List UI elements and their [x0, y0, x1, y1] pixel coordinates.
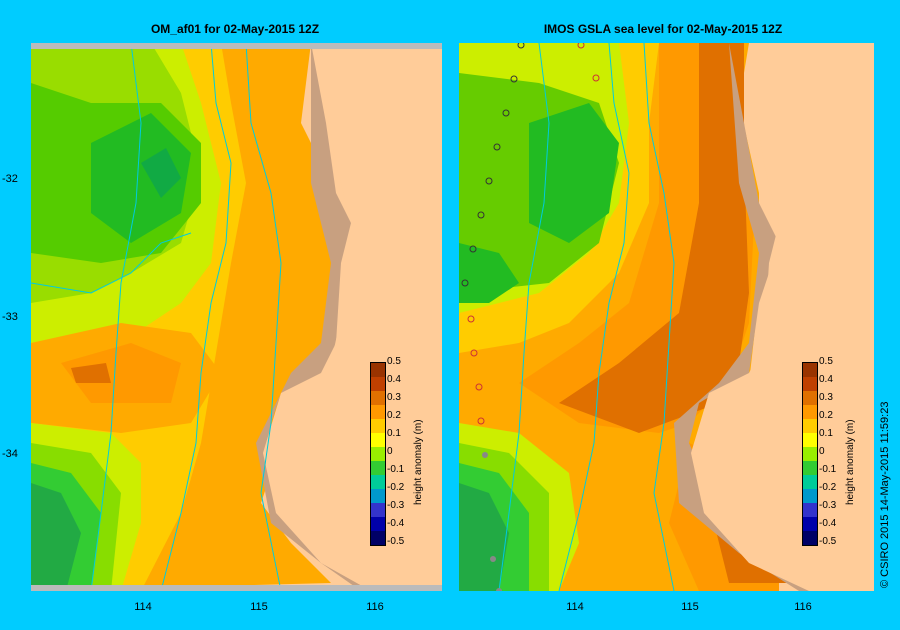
left-ytick-1: -32 [2, 173, 18, 185]
right-cbar-tick: 0.3 [819, 392, 833, 403]
right-cbar-tick: 0.2 [819, 410, 833, 421]
left-cbar-tick: 0 [387, 446, 393, 457]
left-cbar-tick: -0.2 [387, 482, 405, 493]
left-map [31, 43, 442, 591]
right-cbar-tick: -0.5 [819, 536, 837, 547]
left-panel-title: OM_af01 for 02-May-2015 12Z [150, 22, 320, 36]
right-colorbar [802, 362, 818, 546]
left-cbar-tick: 0.4 [387, 374, 401, 385]
left-cbar-tick: 0.3 [387, 392, 401, 403]
left-colorbar [370, 362, 386, 546]
right-xtick-3: 116 [794, 601, 812, 613]
left-ytick-3: -34 [2, 448, 18, 460]
right-cbar-tick: -0.2 [819, 482, 837, 493]
left-cbar-tick: 0.5 [387, 356, 401, 367]
right-panel-title: IMOS GSLA sea level for 02-May-2015 12Z [543, 22, 783, 36]
right-cbar-tick: 0.5 [819, 356, 833, 367]
right-cbar-tick: 0.4 [819, 374, 833, 385]
left-cbar-tick: -0.1 [387, 464, 405, 475]
left-map-graphic [31, 43, 442, 591]
left-cbar-tick: -0.3 [387, 500, 405, 511]
right-cbar-tick: 0.1 [819, 428, 833, 439]
left-colorbar-label: height anomaly (m) [413, 419, 424, 505]
left-cbar-tick: 0.2 [387, 410, 401, 421]
copyright-text: © CSIRO 2015 14-May-2015 11:59:23 [879, 401, 891, 588]
right-map [459, 43, 874, 591]
left-xtick-3: 116 [366, 601, 384, 613]
right-cbar-tick: -0.4 [819, 518, 837, 529]
left-cbar-tick: 0.1 [387, 428, 401, 439]
left-ytick-2: -33 [2, 311, 18, 323]
left-cbar-tick: -0.5 [387, 536, 405, 547]
left-cbar-tick: -0.4 [387, 518, 405, 529]
left-xtick-1: 114 [134, 601, 152, 613]
right-cbar-tick: -0.1 [819, 464, 837, 475]
right-cbar-tick: -0.3 [819, 500, 837, 511]
left-xtick-2: 115 [250, 601, 268, 613]
right-xtick-1: 114 [566, 601, 584, 613]
right-xtick-2: 115 [681, 601, 699, 613]
right-cbar-tick: 0 [819, 446, 825, 457]
right-colorbar-label: height anomaly (m) [845, 419, 856, 505]
